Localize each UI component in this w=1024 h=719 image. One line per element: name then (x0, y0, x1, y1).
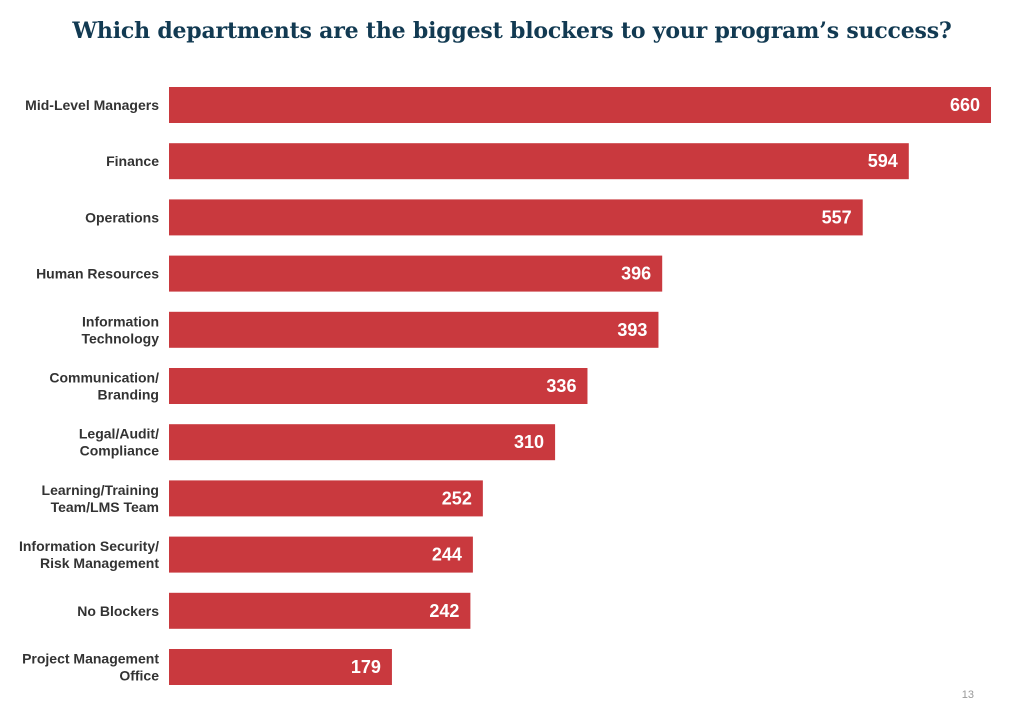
bar-value-label: 252 (442, 488, 472, 508)
category-label: Information Security/Risk Management (19, 538, 159, 571)
bar-value-label: 396 (621, 264, 651, 284)
bar-value-label: 660 (950, 95, 980, 115)
category-label-line: Learning/Training (42, 482, 159, 498)
category-label: Mid-Level Managers (25, 97, 159, 113)
chart-title: Which departments are the biggest blocke… (72, 18, 952, 44)
page-number: 13 (961, 689, 974, 701)
category-label: Legal/Audit/Compliance (79, 426, 159, 459)
category-label: No Blockers (77, 603, 159, 619)
category-label-line: Finance (106, 153, 159, 169)
category-label-line: Compliance (80, 443, 160, 459)
bar (169, 255, 663, 292)
category-label-line: Project Management (22, 651, 159, 667)
bar (169, 536, 473, 573)
bar-value-label: 594 (868, 151, 898, 171)
category-label: Operations (85, 209, 159, 225)
bar (169, 480, 483, 517)
category-label: Information Technology (81, 313, 159, 346)
bar-value-label: 179 (351, 657, 381, 677)
bar (169, 87, 991, 123)
bar (169, 649, 392, 685)
bar (169, 143, 909, 180)
category-label-line: Mid-Level Managers (25, 97, 159, 113)
bar (169, 311, 659, 348)
bar-value-label: 310 (514, 432, 544, 452)
category-label: Learning/Training Team/LMS Team (42, 482, 159, 515)
bar-value-label: 336 (546, 376, 576, 396)
category-label-line: Human Resources (36, 266, 159, 282)
category-label-line: Risk Management (40, 555, 159, 571)
bar (169, 592, 471, 629)
category-label-line: No Blockers (77, 603, 159, 619)
bar-value-label: 393 (617, 320, 647, 340)
category-label: Project Management Office (22, 651, 159, 684)
category-label-line: Office (119, 668, 159, 684)
category-label-line: Operations (85, 209, 159, 225)
category-label-line: Legal/Audit/ (79, 426, 159, 442)
category-label: Communication/Branding (49, 370, 159, 403)
bars-group: 660 Mid-Level Managers 594 Finance 557 Operat… (19, 87, 991, 685)
category-label-line: Information (82, 313, 159, 329)
category-label: Finance (106, 153, 159, 169)
bar-value-label: 244 (432, 545, 462, 565)
category-label-line: Branding (98, 387, 159, 403)
bar (169, 199, 863, 236)
bar-value-label: 557 (822, 207, 852, 227)
bar-value-label: 242 (429, 601, 459, 621)
category-label-line: Information Security/ (19, 538, 159, 554)
bar (169, 424, 556, 461)
category-label-line: Team/LMS Team (51, 499, 159, 515)
category-label-line: Technology (81, 330, 159, 346)
bar (169, 368, 588, 404)
category-label: Human Resources (36, 266, 159, 282)
category-label-line: Communication/ (49, 370, 159, 386)
